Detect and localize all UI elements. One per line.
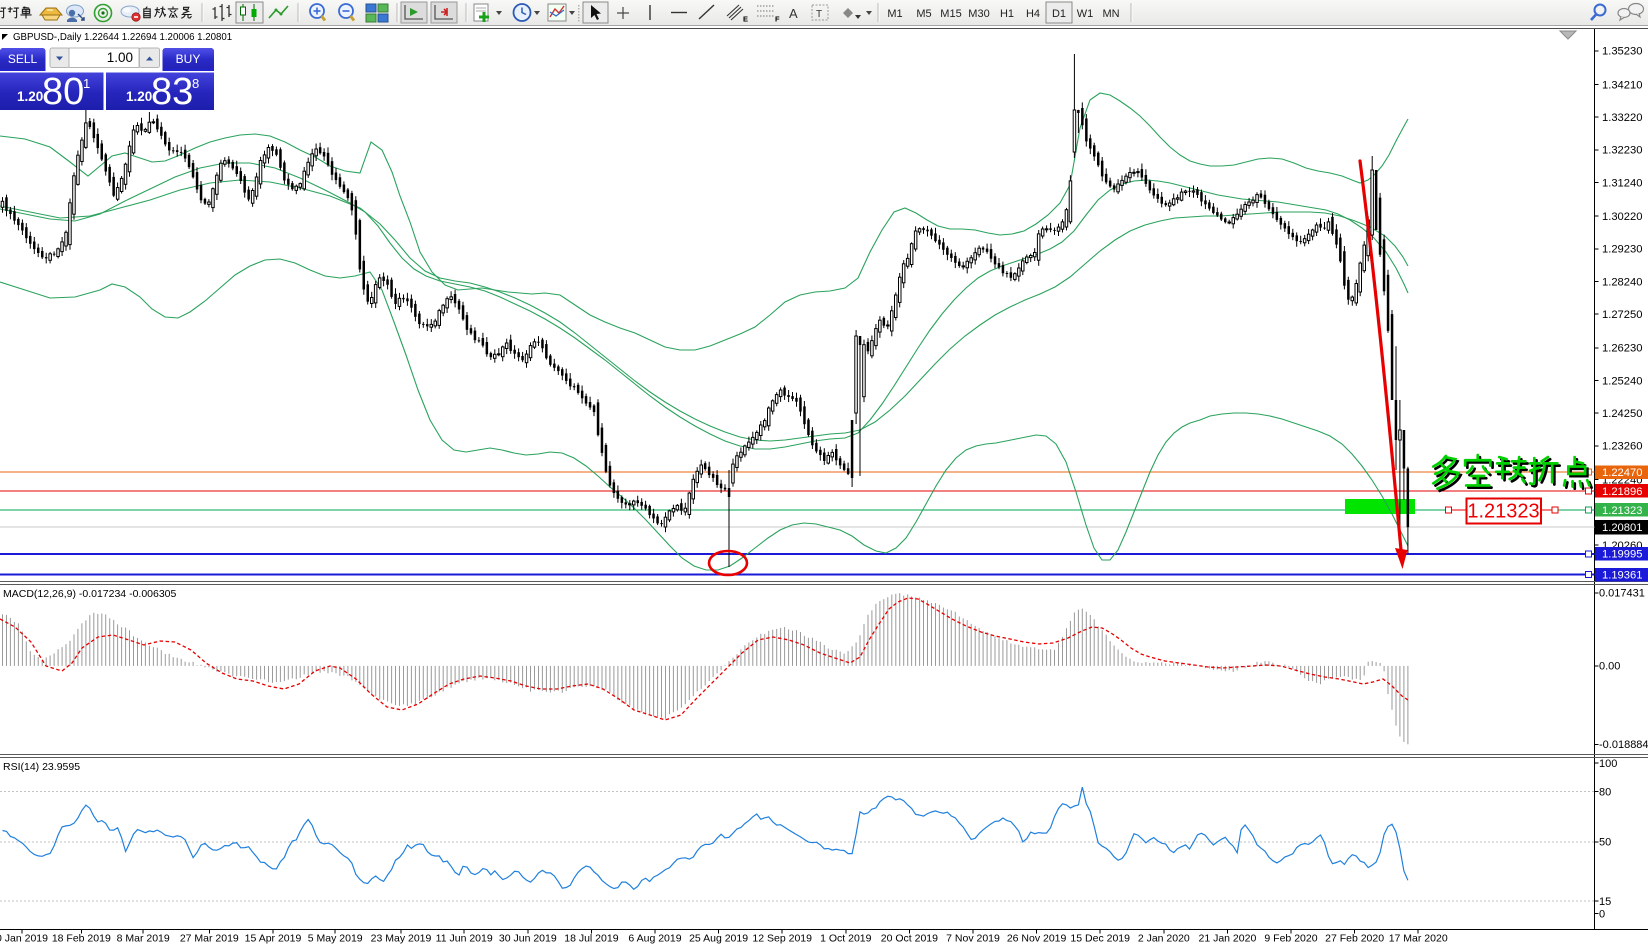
svg-text:GBPUSD-,Daily 1.22644 1.22694: GBPUSD-,Daily 1.22644 1.22694 1.20006 1.… xyxy=(13,32,232,43)
svg-text:-0.018884: -0.018884 xyxy=(1599,739,1648,751)
svg-text:15 Dec 2019: 15 Dec 2019 xyxy=(1070,933,1130,945)
svg-text:27 Mar 2019: 27 Mar 2019 xyxy=(180,933,239,945)
svg-text:1.00: 1.00 xyxy=(107,50,133,65)
svg-text:1.30220: 1.30220 xyxy=(1602,211,1642,223)
svg-text:5 May 2019: 5 May 2019 xyxy=(308,933,363,945)
svg-text:18 Feb 2019: 18 Feb 2019 xyxy=(52,933,111,945)
svg-text:1.20: 1.20 xyxy=(126,89,152,104)
svg-text:1.34210: 1.34210 xyxy=(1602,79,1642,91)
svg-text:H4: H4 xyxy=(1026,8,1040,20)
svg-text:21 Jan 2020: 21 Jan 2020 xyxy=(1198,933,1256,945)
svg-text:1.21323: 1.21323 xyxy=(1467,501,1539,523)
svg-text:18 Jul 2019: 18 Jul 2019 xyxy=(564,933,618,945)
svg-text:83: 83 xyxy=(151,71,193,113)
svg-text:1.28240: 1.28240 xyxy=(1602,276,1642,288)
svg-text:1 Oct 2019: 1 Oct 2019 xyxy=(820,933,872,945)
svg-text:1.22470: 1.22470 xyxy=(1602,467,1642,479)
svg-text:50: 50 xyxy=(1599,837,1611,849)
svg-text:8: 8 xyxy=(192,76,199,91)
svg-text:1.35230: 1.35230 xyxy=(1602,46,1642,58)
svg-text:100: 100 xyxy=(1599,758,1617,770)
svg-text:A: A xyxy=(789,6,798,21)
svg-text:M5: M5 xyxy=(916,8,931,20)
svg-text:M30: M30 xyxy=(968,8,989,20)
svg-text:0 Jan 2019: 0 Jan 2019 xyxy=(0,933,48,945)
svg-text:1.29230: 1.29230 xyxy=(1602,244,1642,256)
svg-text:H1: H1 xyxy=(1000,8,1014,20)
svg-text:0: 0 xyxy=(1599,908,1605,920)
svg-text:1.21323: 1.21323 xyxy=(1602,505,1642,517)
svg-text:1.33220: 1.33220 xyxy=(1602,112,1642,124)
svg-text:1.20801: 1.20801 xyxy=(1602,522,1642,534)
svg-text:D1: D1 xyxy=(1052,8,1066,20)
svg-text:15 Apr 2019: 15 Apr 2019 xyxy=(245,933,302,945)
svg-text:1.19995: 1.19995 xyxy=(1602,549,1642,561)
svg-text:1.27250: 1.27250 xyxy=(1602,309,1642,321)
svg-text:80: 80 xyxy=(42,71,84,113)
svg-text:9 Feb 2020: 9 Feb 2020 xyxy=(1264,933,1317,945)
svg-text:M15: M15 xyxy=(940,8,961,20)
svg-text:25 Aug 2019: 25 Aug 2019 xyxy=(689,933,748,945)
svg-text:7 Nov 2019: 7 Nov 2019 xyxy=(946,933,1000,945)
svg-text:6 Aug 2019: 6 Aug 2019 xyxy=(628,933,681,945)
svg-text:26 Nov 2019: 26 Nov 2019 xyxy=(1007,933,1067,945)
svg-text:0.00: 0.00 xyxy=(1599,661,1620,673)
svg-text:SELL: SELL xyxy=(8,52,38,66)
svg-text:80: 80 xyxy=(1599,786,1611,798)
svg-text:1: 1 xyxy=(83,76,90,91)
svg-text:12 Sep 2019: 12 Sep 2019 xyxy=(752,933,812,945)
svg-text:27 Feb 2020: 27 Feb 2020 xyxy=(1325,933,1384,945)
svg-text:BUY: BUY xyxy=(176,52,201,66)
svg-text:15: 15 xyxy=(1599,896,1611,908)
svg-text:0.017431: 0.017431 xyxy=(1599,588,1645,600)
svg-text:1.26230: 1.26230 xyxy=(1602,343,1642,355)
svg-text:11 Jun 2019: 11 Jun 2019 xyxy=(436,933,493,945)
svg-text:E: E xyxy=(743,15,748,24)
svg-text:1.20: 1.20 xyxy=(17,89,43,104)
svg-text:1.32230: 1.32230 xyxy=(1602,145,1642,157)
svg-text:MN: MN xyxy=(1102,8,1119,20)
svg-text:1.21896: 1.21896 xyxy=(1602,486,1642,498)
svg-text:1.31240: 1.31240 xyxy=(1602,177,1642,189)
svg-text:1.24250: 1.24250 xyxy=(1602,408,1642,420)
svg-text:T: T xyxy=(816,9,822,20)
svg-text:2 Jan 2020: 2 Jan 2020 xyxy=(1138,933,1190,945)
svg-text:23 May 2019: 23 May 2019 xyxy=(371,933,432,945)
svg-text:17 Mar 2020: 17 Mar 2020 xyxy=(1389,933,1448,945)
svg-text:20 Oct 2019: 20 Oct 2019 xyxy=(881,933,938,945)
svg-text:30 Jun 2019: 30 Jun 2019 xyxy=(499,933,557,945)
svg-text:1.25240: 1.25240 xyxy=(1602,375,1642,387)
svg-text:W1: W1 xyxy=(1077,8,1094,20)
svg-text:MACD(12,26,9) -0.017234 -0.006: MACD(12,26,9) -0.017234 -0.006305 xyxy=(3,588,177,600)
svg-text:F: F xyxy=(775,15,780,24)
svg-text:1.19361: 1.19361 xyxy=(1602,570,1642,582)
svg-text:1.23260: 1.23260 xyxy=(1602,441,1642,453)
svg-text:RSI(14) 23.9595: RSI(14) 23.9595 xyxy=(3,761,80,773)
svg-text:M1: M1 xyxy=(887,8,902,20)
svg-text:8 Mar 2019: 8 Mar 2019 xyxy=(117,933,170,945)
